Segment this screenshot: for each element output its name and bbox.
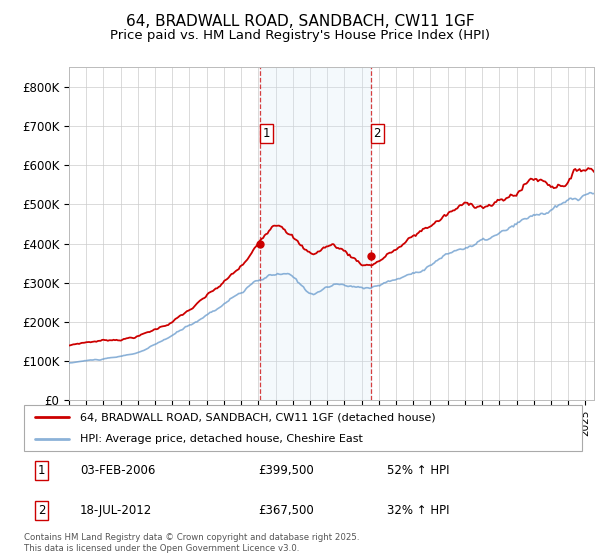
Text: 18-JUL-2012: 18-JUL-2012 bbox=[80, 504, 152, 517]
Text: 03-FEB-2006: 03-FEB-2006 bbox=[80, 464, 155, 477]
Text: 52% ↑ HPI: 52% ↑ HPI bbox=[387, 464, 449, 477]
Bar bbox=[260, 67, 371, 400]
Text: Price paid vs. HM Land Registry's House Price Index (HPI): Price paid vs. HM Land Registry's House … bbox=[110, 29, 490, 42]
Text: 32% ↑ HPI: 32% ↑ HPI bbox=[387, 504, 449, 517]
Text: 2: 2 bbox=[373, 127, 381, 141]
Text: 1: 1 bbox=[262, 127, 270, 141]
FancyBboxPatch shape bbox=[24, 405, 582, 451]
Text: £399,500: £399,500 bbox=[259, 464, 314, 477]
Text: HPI: Average price, detached house, Cheshire East: HPI: Average price, detached house, Ches… bbox=[80, 435, 362, 444]
Text: 64, BRADWALL ROAD, SANDBACH, CW11 1GF (detached house): 64, BRADWALL ROAD, SANDBACH, CW11 1GF (d… bbox=[80, 412, 436, 422]
Text: 64, BRADWALL ROAD, SANDBACH, CW11 1GF: 64, BRADWALL ROAD, SANDBACH, CW11 1GF bbox=[125, 14, 475, 29]
Text: 2: 2 bbox=[38, 504, 46, 517]
Text: Contains HM Land Registry data © Crown copyright and database right 2025.
This d: Contains HM Land Registry data © Crown c… bbox=[24, 533, 359, 553]
Text: 1: 1 bbox=[38, 464, 46, 477]
Text: £367,500: £367,500 bbox=[259, 504, 314, 517]
